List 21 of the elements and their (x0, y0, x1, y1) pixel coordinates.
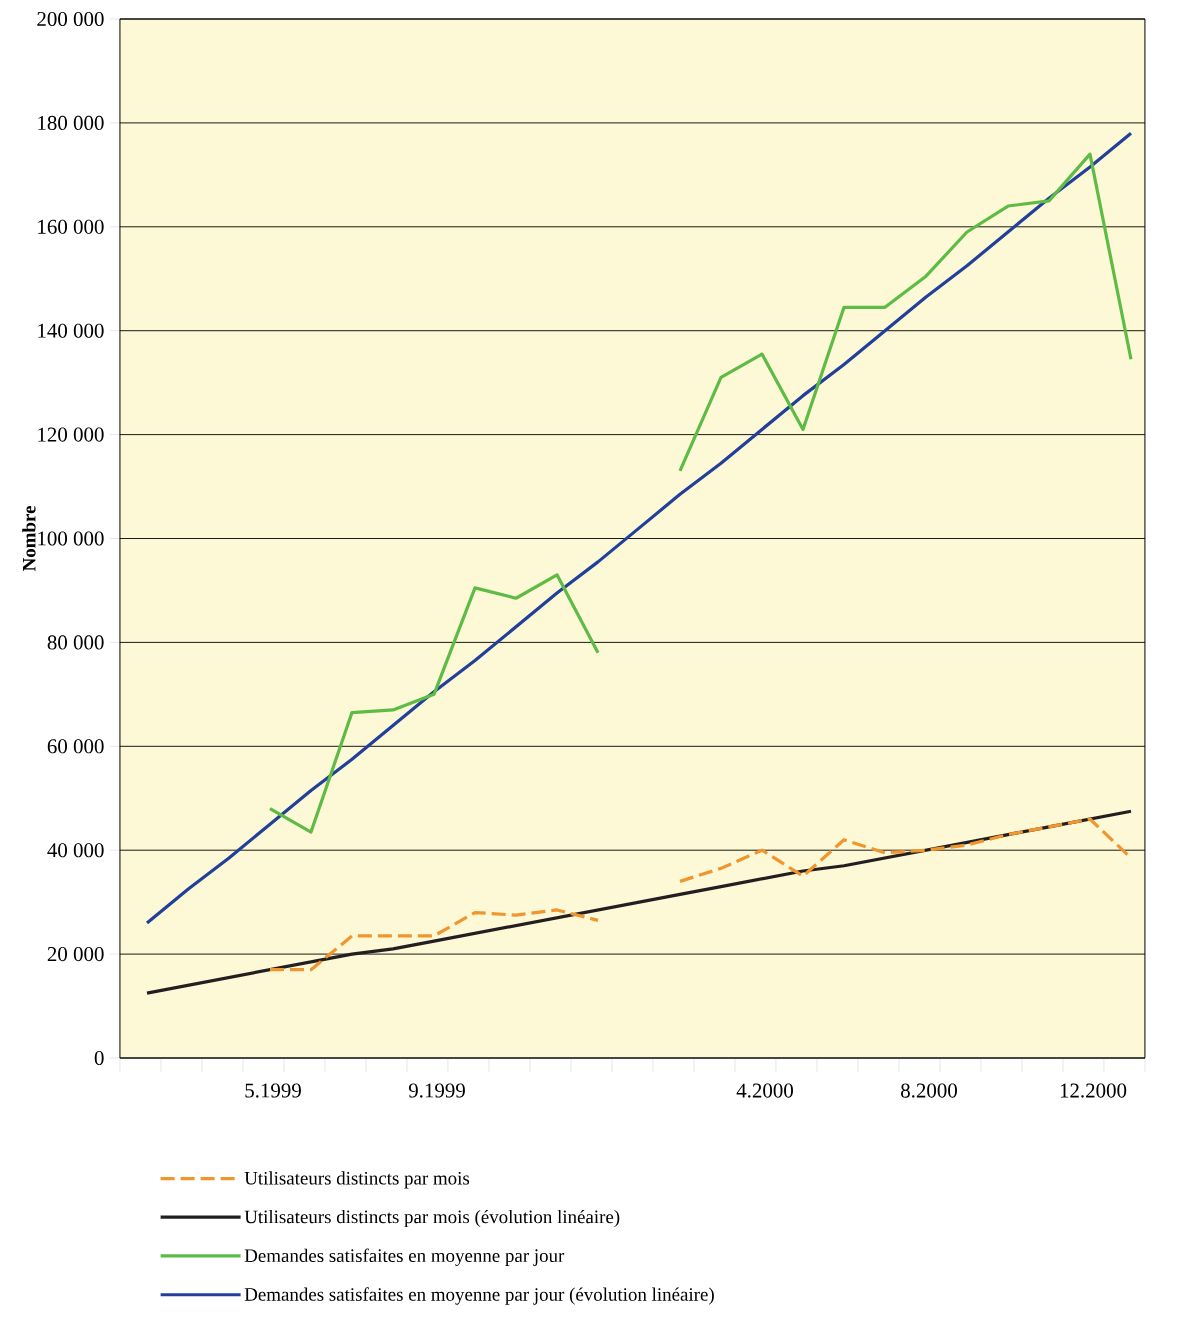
y-tick-label: 140 000 (38, 323, 104, 338)
legend-label: Utilisateurs distincts par mois (244, 1171, 470, 1189)
y-tick-label: 160 000 (38, 219, 104, 234)
y-axis-title: Nombre (22, 506, 36, 572)
y-tick-label: 0 (94, 1050, 104, 1066)
y-tick-label: 120 000 (38, 427, 104, 442)
x-tick-label: 5.1999 (245, 1083, 301, 1098)
y-tick-label: 20 000 (47, 947, 104, 962)
x-tick-label: 12.2000 (1060, 1083, 1127, 1098)
y-tick-label: 100 000 (38, 531, 104, 546)
y-tick-label: 80 000 (47, 635, 104, 650)
legend-label: Demandes satisfaites en moyenne par jour (évolution linéaire) (244, 1287, 714, 1305)
y-tick-label: 40 000 (47, 843, 104, 858)
y-tick-label: 60 000 (47, 739, 104, 754)
y-tick-label: 200 000 (37, 11, 104, 27)
legend-label: Utilisateurs distincts par mois (évolution linéaire) (244, 1209, 620, 1228)
legend-label: Demandes satisfaites en moyenne par jour (244, 1248, 565, 1266)
y-tick-label: 180 000 (38, 115, 104, 130)
x-tick-label: 8.2000 (901, 1083, 957, 1098)
x-tick-label: 4.2000 (736, 1083, 793, 1098)
x-tick-label: 9.1999 (408, 1083, 465, 1098)
